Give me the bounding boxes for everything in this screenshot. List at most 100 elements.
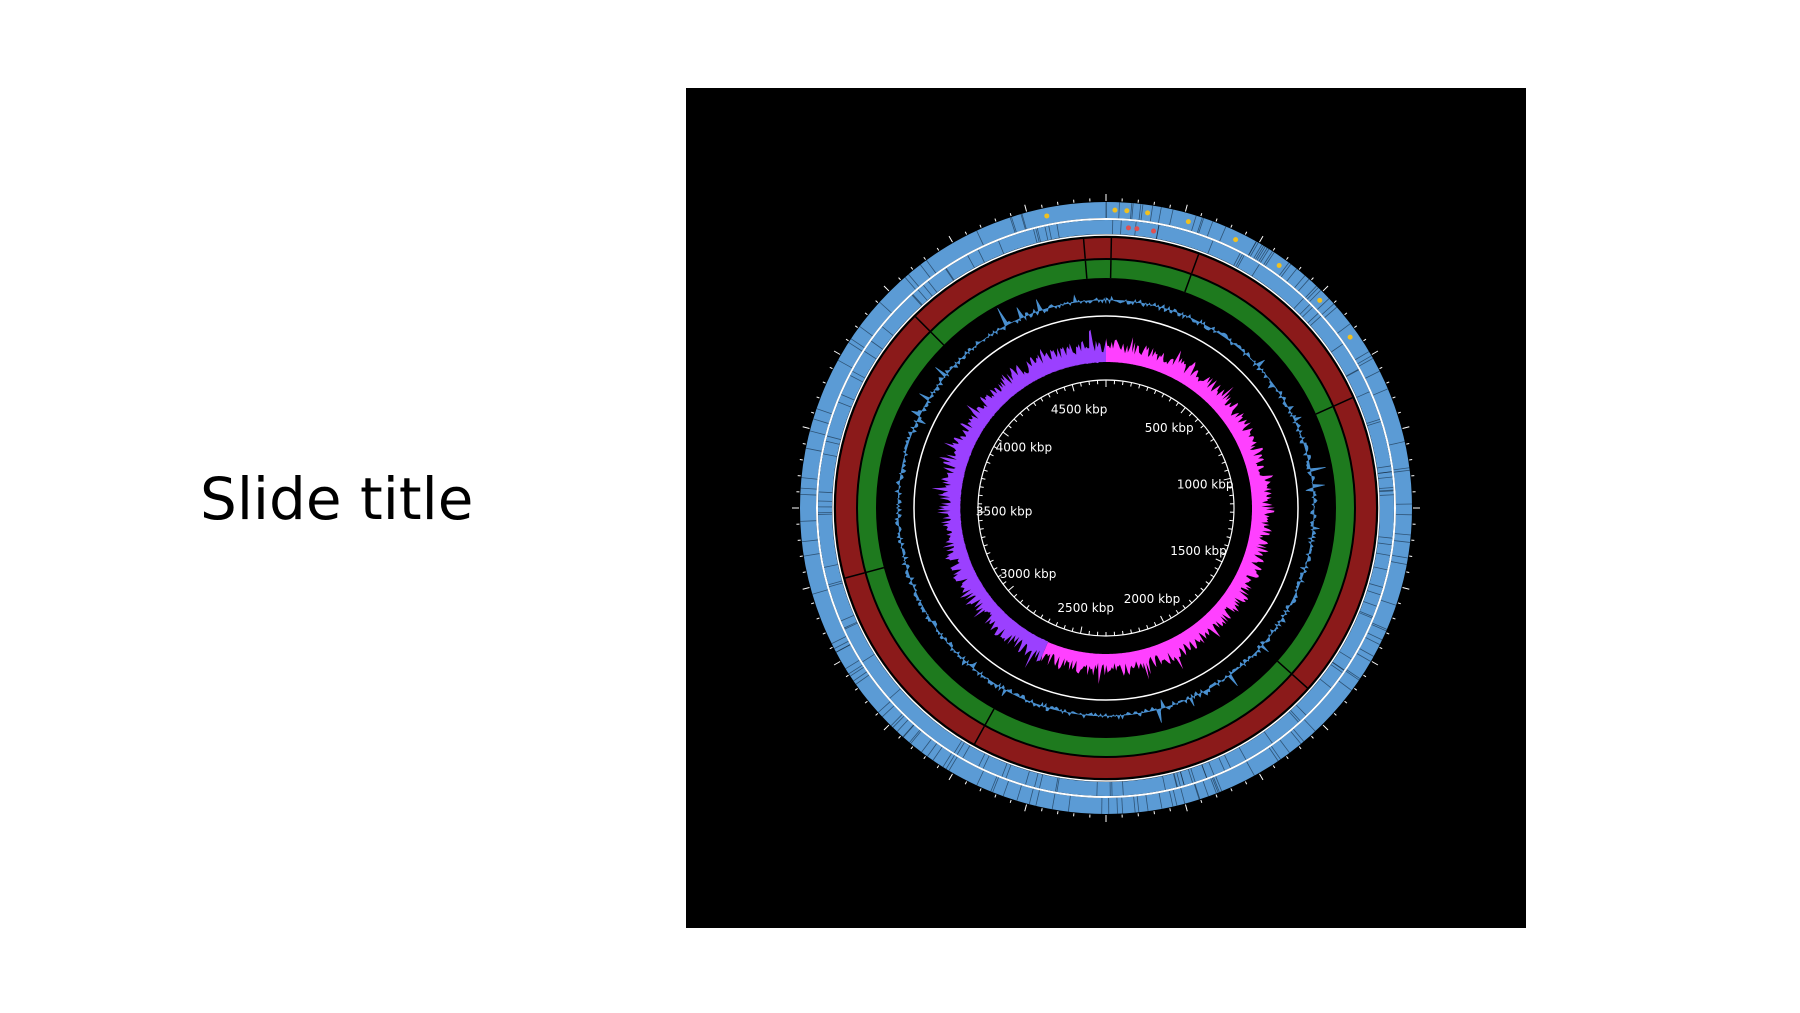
cds-gap [1002, 781, 1009, 797]
outer-tick [802, 426, 810, 430]
position-label: 3000 kbp [1000, 567, 1057, 581]
cds-gap [1044, 226, 1049, 241]
cds-gap [1149, 205, 1154, 222]
cds-gap [904, 277, 916, 290]
outer-tick [1041, 204, 1043, 208]
cds-gap [1288, 711, 1299, 723]
cds-gap [990, 776, 998, 792]
cds-gap [1206, 221, 1214, 237]
cds-gap [1193, 784, 1200, 800]
cds-gap [1392, 554, 1408, 559]
cds-gap [1001, 763, 1008, 777]
scale-tick [1200, 424, 1205, 429]
cds-gap [813, 418, 829, 424]
cds-gap [1346, 369, 1359, 377]
cds-gap [945, 755, 955, 770]
scale-tick [1194, 593, 1199, 598]
position-labels: 500 kbp 1000 kbp 1500 kbp 2000 kbp 2500 kbp 3… [976, 403, 1234, 615]
outer-backbone [816, 218, 1396, 798]
cds-gap [1376, 552, 1391, 556]
cds-gap [1367, 421, 1381, 427]
outer-tick [816, 396, 820, 399]
cds-gap [1378, 476, 1393, 479]
outer-tick [1392, 396, 1396, 399]
cds-gap [1020, 213, 1026, 230]
cds-gap [1140, 204, 1144, 221]
scale-tick [1188, 412, 1193, 417]
cds-gap [1251, 264, 1260, 277]
cds-gap [1158, 793, 1163, 809]
scale-tick [1210, 574, 1215, 578]
cds-gap [1345, 670, 1360, 681]
outer-tick [948, 235, 953, 243]
scale-tick [1026, 605, 1030, 609]
scale-tick [1040, 614, 1044, 619]
outer-tick [910, 266, 914, 270]
cds-gap [1173, 773, 1178, 788]
cds-gap [1363, 601, 1377, 607]
blast-ring-red [836, 238, 1376, 778]
scale-tick [1130, 382, 1132, 387]
outer-tick [883, 724, 890, 731]
cds-gap [1255, 245, 1264, 260]
cds-gap [877, 701, 891, 713]
cds-gap [824, 564, 838, 568]
scale-tick [1194, 418, 1199, 423]
feature-marker [1044, 213, 1050, 219]
cds-gap [1201, 764, 1208, 778]
cds-gap [1359, 648, 1374, 657]
cds-gap [982, 755, 990, 769]
scale-tick [1040, 397, 1044, 402]
cds-gap [1056, 224, 1060, 239]
outer-tick [1184, 204, 1188, 212]
cds-gap [828, 580, 843, 586]
scale-tick [1228, 486, 1233, 488]
outer-tick [1402, 586, 1410, 590]
cds-gap [835, 644, 851, 653]
cds-gap [1005, 764, 1012, 779]
cds-gap [1365, 637, 1381, 645]
outer-tick [936, 247, 940, 251]
cds-gap [812, 589, 828, 595]
gc-content-plot [894, 294, 1326, 723]
scale-tick [1168, 614, 1172, 619]
cds-gap [1271, 745, 1281, 760]
outer-tick [1200, 213, 1203, 217]
cds-gap [809, 430, 826, 436]
cds-gap [1369, 583, 1383, 588]
outer-tick [1272, 765, 1276, 769]
cds-feature-stripes [800, 201, 1412, 814]
outer-tick [1272, 247, 1276, 251]
blast-gap [1333, 397, 1353, 407]
outer-tick [1354, 325, 1358, 328]
scale-tick [1188, 599, 1193, 604]
outer-tick [898, 735, 901, 739]
scale-tick [1122, 630, 1124, 635]
outer-ticks [792, 194, 1420, 822]
scale-tick [1002, 431, 1009, 437]
outer-tick [923, 256, 926, 260]
outer-tick [1286, 256, 1289, 260]
cds-gap [1224, 754, 1231, 768]
outer-tick [845, 338, 849, 342]
cds-gap [1155, 224, 1160, 239]
cds-gap [1009, 217, 1016, 233]
cds-gap [850, 375, 863, 383]
slide-title: Slide title [200, 465, 474, 533]
cds-gap [1379, 494, 1394, 496]
cds-gap [1194, 783, 1201, 800]
cds-gap [1158, 206, 1162, 223]
outer-tick [864, 312, 868, 316]
cds-gap [845, 659, 860, 670]
scale-tick [1130, 629, 1132, 634]
outer-tick [1169, 808, 1171, 812]
outer-tick [936, 765, 940, 769]
cds-gap [1372, 388, 1388, 396]
cds-gap [844, 622, 858, 630]
outer-tick [816, 617, 820, 620]
gc-skew-positive [1041, 337, 1275, 684]
cds-gap [1345, 368, 1359, 377]
outer-tick [822, 381, 826, 384]
scale-tick [1002, 581, 1007, 585]
outer-tick [1392, 617, 1396, 620]
